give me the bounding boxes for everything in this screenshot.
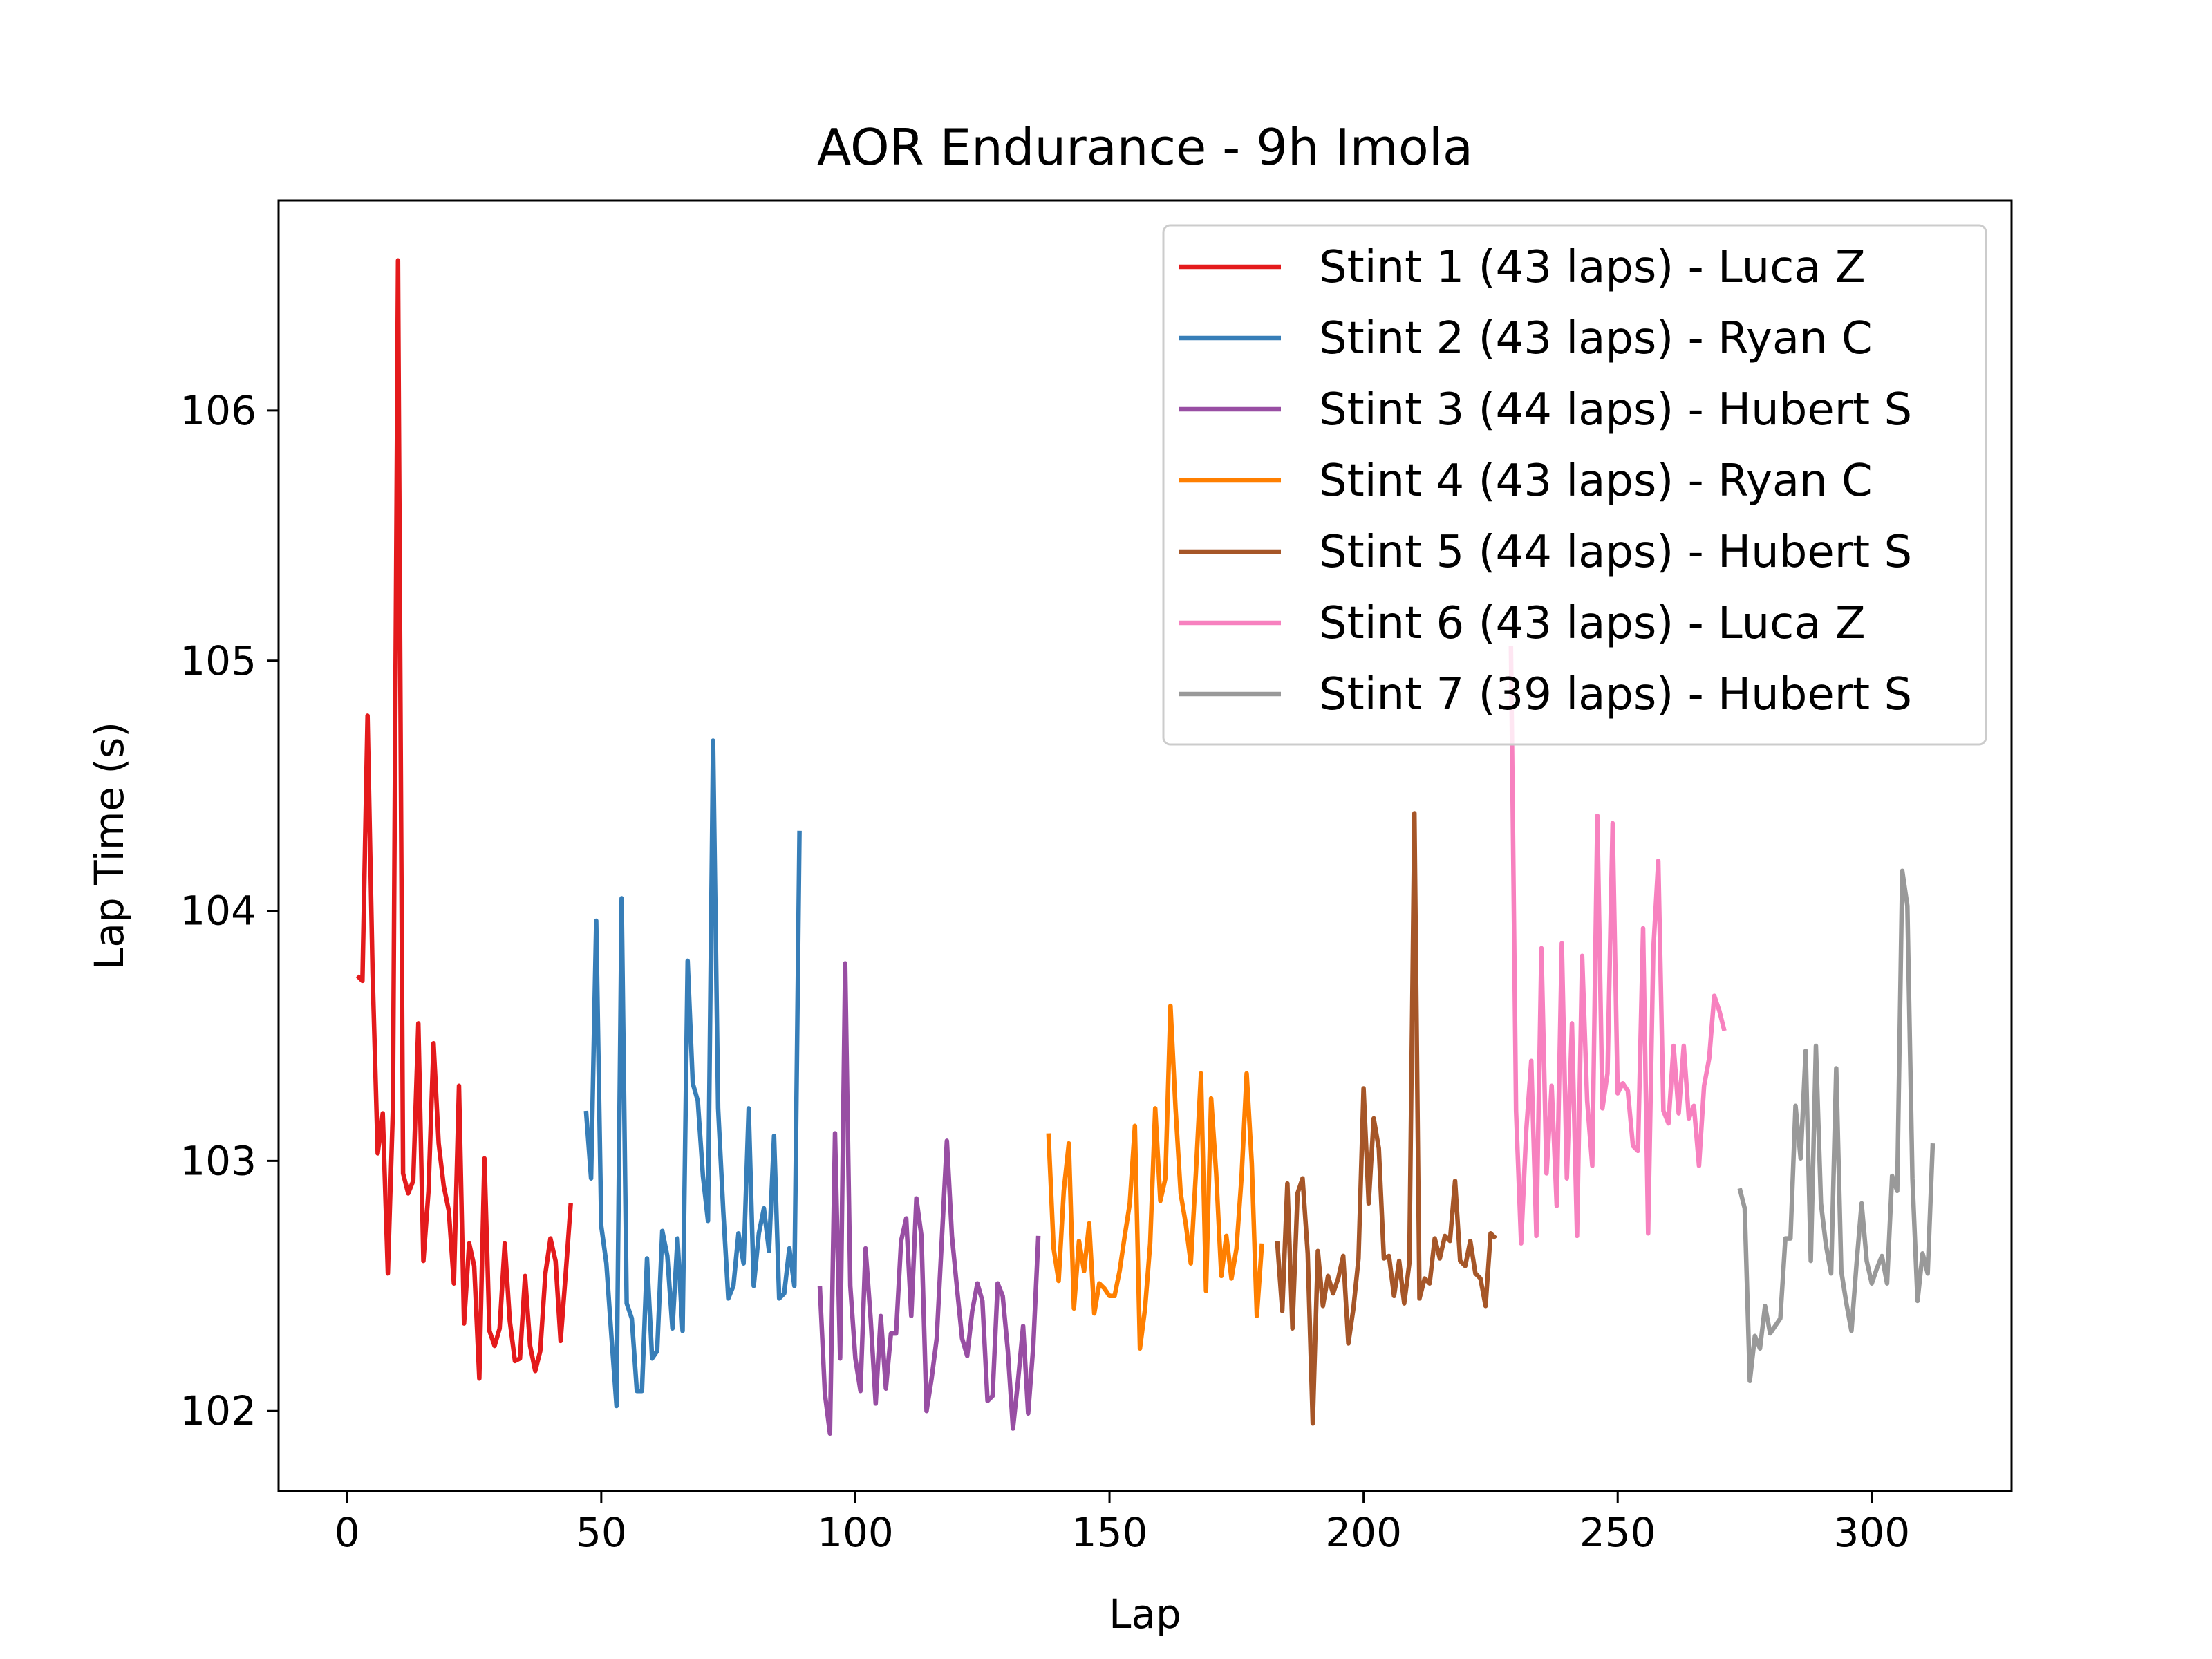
y-tick-label: 102 xyxy=(180,1387,256,1434)
axis-ticks: 0 50 100 150 200 250 300 102 103 104 105 106 xyxy=(180,387,1910,1556)
x-tick-label: 50 xyxy=(576,1509,627,1556)
series-line-stint-7 xyxy=(1737,868,1936,1384)
x-tick-label: 0 xyxy=(335,1509,360,1556)
x-tick-label: 150 xyxy=(1071,1509,1148,1556)
axes-frame xyxy=(277,199,2013,1492)
legend-label: Stint 1 (43 laps) - Luca Z xyxy=(1319,242,1866,293)
x-tick-label: 250 xyxy=(1580,1509,1656,1556)
x-axis-label: Lap xyxy=(1109,1591,1181,1638)
legend-label: Stint 6 (43 laps) - Luca Z xyxy=(1319,598,1866,649)
legend-label: Stint 3 (44 laps) - Hubert S xyxy=(1319,384,1912,435)
y-tick-label: 105 xyxy=(180,637,256,684)
legend-label: Stint 7 (39 laps) - Hubert S xyxy=(1319,669,1912,720)
x-tick-label: 100 xyxy=(817,1509,894,1556)
y-axis-label: Lap Time (s) xyxy=(86,722,133,970)
x-tick-label: 200 xyxy=(1325,1509,1402,1556)
legend: Stint 1 (43 laps) - Luca Z Stint 2 (43 la… xyxy=(1162,224,1987,746)
series-line-stint-1 xyxy=(355,258,573,1381)
plot-area xyxy=(355,258,1936,1436)
series-line-stint-3 xyxy=(817,961,1041,1436)
x-tick-label: 300 xyxy=(1833,1509,1910,1556)
y-tick-label: 103 xyxy=(180,1137,256,1184)
y-tick-label: 104 xyxy=(180,888,256,935)
chart-title: AOR Endurance - 9h Imola xyxy=(817,118,1473,176)
y-tick-label: 106 xyxy=(180,387,256,434)
legend-label: Stint 5 (44 laps) - Hubert S xyxy=(1319,527,1912,578)
legend-frame xyxy=(1162,224,1987,746)
series-line-stint-5 xyxy=(1275,811,1498,1426)
legend-label: Stint 2 (43 laps) - Ryan C xyxy=(1319,313,1873,364)
series-line-stint-2 xyxy=(583,738,802,1409)
series-line-stint-6 xyxy=(1508,645,1727,1246)
legend-label: Stint 4 (43 laps) - Ryan C xyxy=(1319,456,1873,507)
series-line-stint-4 xyxy=(1046,1003,1264,1351)
